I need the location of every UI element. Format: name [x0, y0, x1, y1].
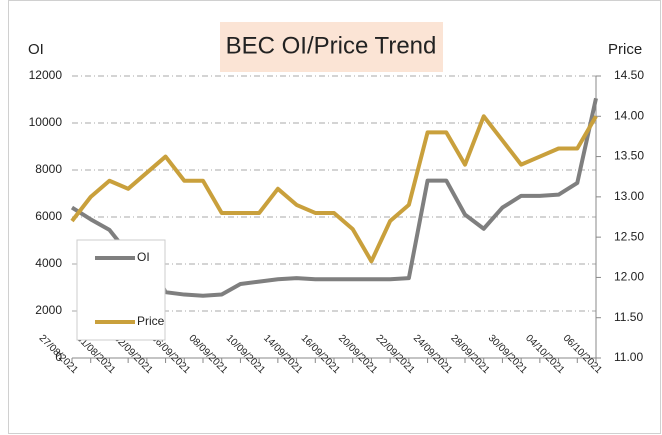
y2-tick-label: 11.50: [614, 310, 643, 324]
y-tick-label: 6000: [35, 209, 62, 223]
title-box: [220, 22, 443, 72]
chart-title: BEC OI/Price Trend: [226, 32, 437, 59]
line-series: [70, 114, 598, 264]
y2-tick-label: 12.00: [614, 270, 644, 284]
y-axis-title: OI: [28, 41, 44, 58]
y-tick-label: 2000: [35, 303, 62, 317]
y-tick-label: 0: [55, 350, 62, 364]
y2-axis-title: Price: [608, 41, 642, 58]
legend-label: OI: [137, 250, 150, 264]
legend-label: Price: [137, 314, 165, 328]
y-tick-label: 12000: [29, 68, 63, 82]
y-tick-label: 10000: [29, 115, 63, 129]
y-tick-label: 4000: [35, 256, 62, 270]
y2-tick-label: 13.00: [614, 189, 644, 203]
y2-tick-label: 11.00: [614, 350, 643, 364]
y2-tick-label: 14.50: [614, 68, 644, 82]
y2-tick-label: 13.50: [614, 149, 644, 163]
y-tick-label: 8000: [35, 162, 62, 176]
y2-tick-label: 14.00: [614, 108, 644, 122]
y2-tick-label: 12.50: [614, 229, 644, 243]
